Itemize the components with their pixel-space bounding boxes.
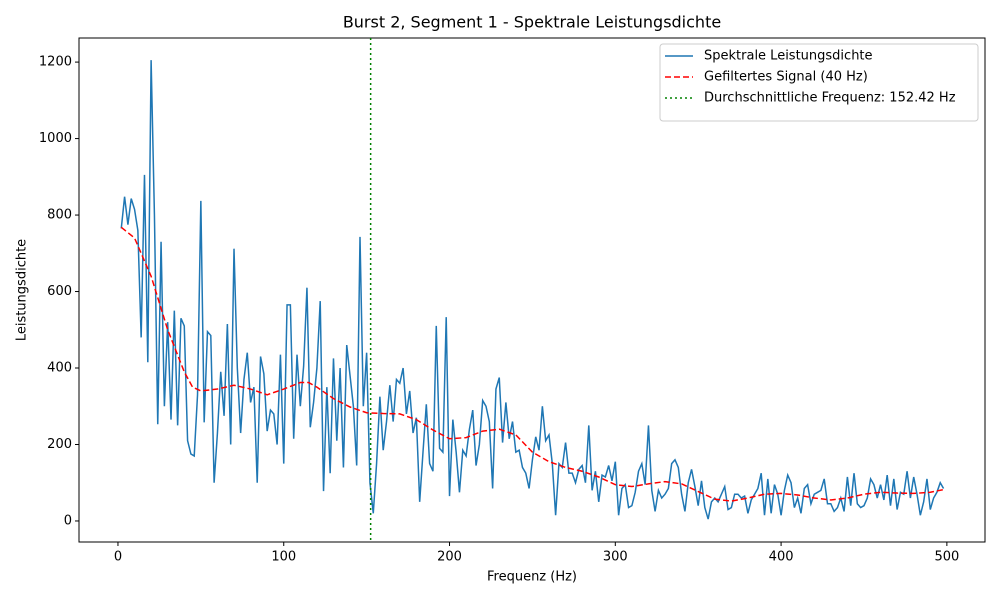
y-tick-label: 0 <box>64 513 72 528</box>
legend-box <box>659 43 979 122</box>
x-tick-label: 300 <box>603 550 628 565</box>
line-series <box>120 60 945 520</box>
line-series <box>120 226 944 502</box>
y-tick-label: 200 <box>47 437 72 452</box>
x-tick-label: 400 <box>769 550 794 565</box>
x-tick-label: 100 <box>271 550 296 565</box>
y-tick-label: 800 <box>47 208 72 223</box>
x-tick-label: 500 <box>934 550 959 565</box>
plot-frame <box>78 37 986 543</box>
y-tick-label: 1000 <box>39 131 72 146</box>
y-tick-label: 1200 <box>39 55 72 70</box>
legend-label: Durchschnittliche Frequenz: 152.42 Hz <box>704 91 956 106</box>
legend-label: Spektrale Leistungsdichte <box>704 49 873 64</box>
y-tick-label: 600 <box>47 284 72 299</box>
legend-label: Gefiltertes Signal (40 Hz) <box>704 70 868 85</box>
x-tick-label: 200 <box>437 550 462 565</box>
y-tick-label: 400 <box>47 361 72 376</box>
x-tick-label: 0 <box>114 550 122 565</box>
y-axis-label: Leistungsdichte <box>15 239 30 341</box>
x-axis-label: Frequenz (Hz) <box>487 570 577 585</box>
chart-title: Burst 2, Segment 1 - Spektrale Leistungs… <box>343 13 721 32</box>
